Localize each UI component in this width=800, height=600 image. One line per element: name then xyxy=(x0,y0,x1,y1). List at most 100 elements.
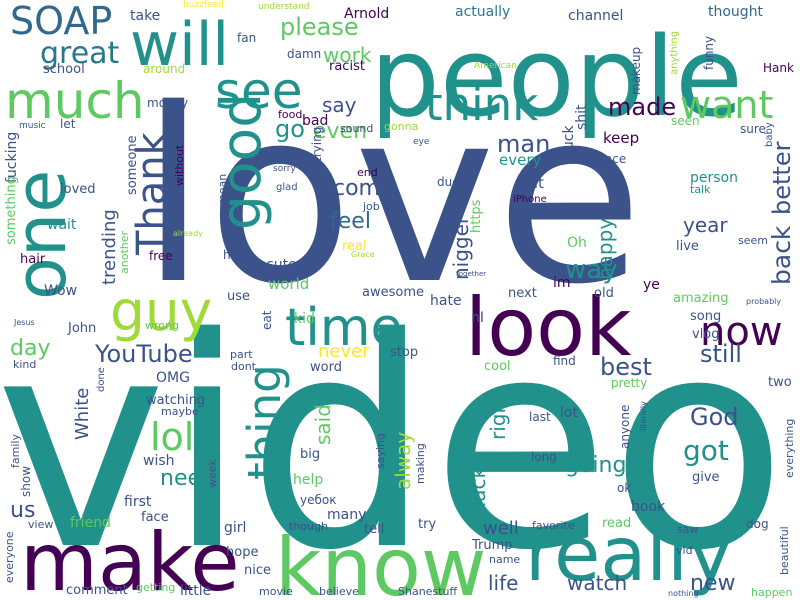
word-glad: glad xyxy=(276,182,298,193)
word-part: part xyxy=(230,348,253,361)
word-sure: sure xyxy=(740,122,766,136)
word-eat: eat xyxy=(260,310,274,330)
word-thing: thing xyxy=(238,364,291,480)
word-together: together xyxy=(456,270,486,278)
word-loved: loved xyxy=(60,182,96,197)
word-someone: someone xyxy=(125,135,140,195)
word-gonna: gonna xyxy=(384,120,418,133)
word-said: said xyxy=(311,404,335,445)
word-buzzfeed: buzzfeed xyxy=(183,0,224,10)
word-work: work xyxy=(323,43,372,67)
word-friend: friend xyxy=(70,515,111,531)
word-alway: alway xyxy=(391,432,415,490)
word-last: last xyxy=(529,410,551,424)
word-new: new xyxy=(690,571,735,596)
word-day: day xyxy=(10,336,50,361)
word-name: name xyxy=(489,553,520,566)
word-nice: nice xyxy=(244,563,271,578)
word-hank: Hank xyxy=(763,61,794,75)
word-seem: seem xyxy=(738,234,768,247)
word-take: take xyxy=(130,8,160,24)
word-shanestuff: Shanestuff xyxy=(398,585,457,598)
word-best: best xyxy=(600,353,652,381)
word-without: without xyxy=(173,144,186,186)
word-ye: ye xyxy=(643,277,660,293)
word-view: view xyxy=(28,518,53,531)
word-book: book xyxy=(631,499,666,515)
word-wrong: wrong xyxy=(145,319,179,332)
word-dude: dude xyxy=(437,175,467,189)
word-right: right xyxy=(486,393,510,440)
word-little: little xyxy=(180,583,211,599)
word-everything: everything xyxy=(783,419,796,478)
word-john: John xyxy=(67,321,96,336)
word-done: done xyxy=(96,367,107,392)
word-уебок: уебок xyxy=(300,493,336,507)
word-vid: vid xyxy=(676,544,693,557)
word-will: will xyxy=(130,10,229,80)
word-omg: OMG xyxy=(156,370,190,386)
word-one: one xyxy=(0,170,82,300)
word-talk: talk xyxy=(690,183,711,196)
word-baby: baby xyxy=(764,122,775,147)
word-anyone: anyone xyxy=(618,405,632,449)
word-im: im xyxy=(553,275,571,291)
word-make: make xyxy=(20,516,240,600)
word-ni: nI xyxy=(471,310,484,326)
word-jesus: Jesus xyxy=(13,318,35,327)
word-channel: channel xyxy=(568,8,623,24)
word-really: really xyxy=(525,510,732,598)
word-person: person xyxy=(690,170,738,186)
word-vlog: vlog xyxy=(692,327,720,342)
word-favorite: favorite xyxy=(532,519,575,532)
word-lol: lol xyxy=(150,415,194,459)
word-hate: hate xyxy=(430,293,462,309)
word-kid: kid xyxy=(294,311,315,327)
word-got: got xyxy=(683,434,729,467)
word-know: know xyxy=(275,521,486,600)
word-job: job xyxy=(362,200,380,213)
word-probably: probably xyxy=(746,297,781,306)
word-shit: shit xyxy=(574,104,590,130)
word-thought: thought xyxy=(708,4,764,20)
word-song: song xyxy=(690,309,721,324)
word-oh: Oh xyxy=(567,235,587,251)
word-youtube: YouTube xyxy=(94,340,193,368)
word-music: music xyxy=(19,121,46,131)
word-movie: movie xyxy=(259,585,293,598)
word-guy: guy xyxy=(110,279,212,343)
word-everyone: everyone xyxy=(3,531,16,583)
word-https: https xyxy=(469,199,484,233)
word-end: end xyxy=(357,166,378,179)
word-nigger: nigger xyxy=(449,215,473,280)
word-hope: hope xyxy=(226,545,258,560)
word-girl: girl xyxy=(224,520,246,536)
word-actually: actually xyxy=(455,4,510,20)
word-amazing: amazing xyxy=(673,291,729,306)
word-understand: understand xyxy=(258,2,310,12)
word-free: free xyxy=(149,249,173,263)
word-us: us xyxy=(10,498,35,523)
word-saw: saw xyxy=(677,523,698,536)
word-better: better xyxy=(768,141,796,215)
word-find: find xyxy=(553,354,576,368)
word-cute: cute xyxy=(266,257,297,273)
word-much: much xyxy=(5,72,145,130)
word-saying: saying xyxy=(374,433,387,469)
word-tell: tell xyxy=(364,522,384,537)
word-word: word xyxy=(310,360,342,375)
word-watch: watch xyxy=(567,571,627,595)
word-another: another xyxy=(118,231,131,274)
word-iphone: iPhone xyxy=(513,194,547,205)
word-old: old xyxy=(594,286,614,301)
word-world: world xyxy=(268,275,309,293)
word-makeup: makeup xyxy=(629,47,643,95)
word-pretty: pretty xyxy=(611,376,647,390)
word-nothing: nothing xyxy=(668,589,699,598)
word-maybe: maybe xyxy=(161,405,199,418)
word-place: place xyxy=(594,152,626,166)
word-keep: keep xyxy=(603,129,639,147)
word-now: now xyxy=(700,309,783,355)
word-feel: feel xyxy=(330,209,371,234)
